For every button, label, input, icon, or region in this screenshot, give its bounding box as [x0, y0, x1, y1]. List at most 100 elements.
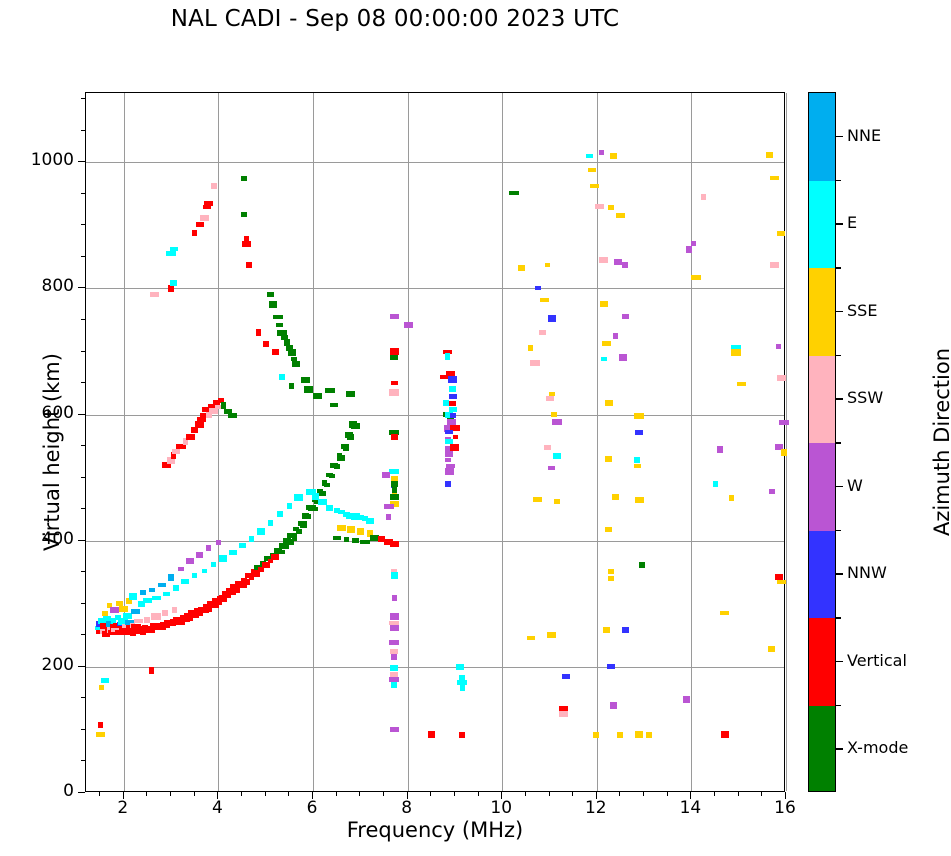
echo-point — [166, 251, 177, 257]
colorbar-segment-x-mode — [809, 705, 835, 791]
x-tick-minor — [572, 792, 574, 796]
echo-point — [776, 344, 782, 349]
echo-point — [621, 314, 629, 320]
echo-point — [547, 632, 557, 639]
colorbar-label-ssw: SSW — [847, 388, 884, 408]
echo-point — [249, 574, 255, 581]
echo-point — [391, 654, 398, 661]
echo-point — [311, 493, 319, 501]
echo-point — [235, 581, 245, 587]
x-tick-label: 4 — [212, 798, 223, 818]
echo-point — [115, 615, 122, 621]
echo-point — [107, 602, 113, 608]
colorbar-boundary-tick — [836, 442, 841, 444]
echo-point — [317, 498, 327, 505]
echo-point — [450, 443, 460, 451]
colorbar-label-x-mode: X-mode — [847, 738, 909, 758]
echo-point — [769, 176, 779, 181]
colorbar-segment-sse — [809, 268, 835, 357]
echo-point — [439, 374, 450, 379]
echo-point — [237, 584, 247, 589]
echo-point — [559, 711, 569, 718]
echo-point — [553, 499, 560, 505]
echo-point — [386, 513, 392, 520]
echo-point — [736, 382, 746, 387]
echo-point — [601, 341, 611, 347]
x-tick-label: 6 — [306, 798, 318, 818]
echo-point — [119, 605, 129, 612]
echo-point — [138, 600, 146, 607]
echo-point — [389, 624, 399, 631]
echo-point — [552, 452, 561, 459]
echo-point — [444, 458, 451, 463]
x-tick-minor — [477, 792, 479, 796]
echo-point — [196, 610, 203, 617]
gridline-horizontal — [86, 540, 784, 542]
y-tick-minor — [81, 350, 85, 352]
x-axis-title: Frequency (MHz) — [346, 818, 524, 842]
echo-point — [125, 597, 132, 604]
echo-point — [206, 545, 212, 552]
echo-point — [172, 607, 178, 614]
colorbar-label-w: W — [847, 475, 863, 495]
echo-point — [190, 612, 199, 619]
echo-point — [324, 388, 335, 394]
echo-point — [617, 731, 624, 738]
echo-point — [292, 361, 301, 368]
echo-point — [444, 467, 454, 475]
echo-point — [548, 392, 555, 397]
echo-point — [615, 213, 625, 219]
echo-point — [114, 629, 124, 635]
echo-point — [99, 626, 106, 634]
echo-point — [308, 507, 319, 512]
x-tick-minor — [737, 792, 739, 796]
gridline-horizontal — [86, 288, 784, 290]
colorbar-boundary-tick — [836, 529, 841, 531]
colorbar-segment-nne — [809, 93, 835, 182]
y-tick-label: 200 — [41, 654, 74, 675]
echo-point — [351, 513, 361, 521]
y-tick-major — [78, 413, 85, 415]
echo-point — [162, 610, 169, 617]
echo-point — [612, 493, 620, 500]
echo-point — [634, 457, 640, 464]
grid-layer — [86, 93, 787, 791]
echo-point — [780, 448, 787, 456]
echo-point — [366, 529, 373, 537]
echo-point — [337, 454, 346, 461]
colorbar-boundary-tick — [836, 179, 841, 181]
echo-point — [720, 611, 729, 616]
colorbar-boundary-tick — [836, 354, 841, 356]
echo-point — [185, 433, 195, 440]
echo-point — [123, 613, 133, 620]
echo-point — [168, 573, 175, 581]
colorbar-label-nne: NNE — [847, 125, 882, 145]
echo-point — [446, 418, 456, 426]
colorbar-tick — [836, 398, 843, 400]
colorbar-label-nnw: NNW — [847, 563, 887, 583]
echo-point — [427, 731, 435, 739]
echo-point — [457, 680, 467, 686]
echo-point — [404, 322, 414, 329]
echo-point — [105, 620, 116, 627]
y-tick-minor — [81, 571, 85, 573]
y-axis-title: Virtual height (km) — [40, 353, 64, 551]
echo-point — [609, 153, 617, 160]
echo-point — [614, 259, 623, 265]
echo-point — [384, 539, 394, 545]
echo-point — [776, 375, 786, 382]
echo-point — [526, 636, 535, 641]
echo-point — [131, 608, 141, 614]
echo-point — [346, 391, 356, 398]
echo-point — [266, 292, 274, 298]
echo-point — [176, 617, 186, 625]
echo-point — [205, 605, 213, 613]
echo-point — [449, 386, 457, 393]
echo-point — [167, 456, 176, 464]
echo-point — [204, 200, 214, 206]
echo-point — [608, 205, 614, 211]
echo-point — [169, 247, 178, 252]
echo-point — [343, 536, 349, 542]
x-tick-label: 16 — [774, 798, 796, 818]
echo-point — [390, 665, 399, 672]
